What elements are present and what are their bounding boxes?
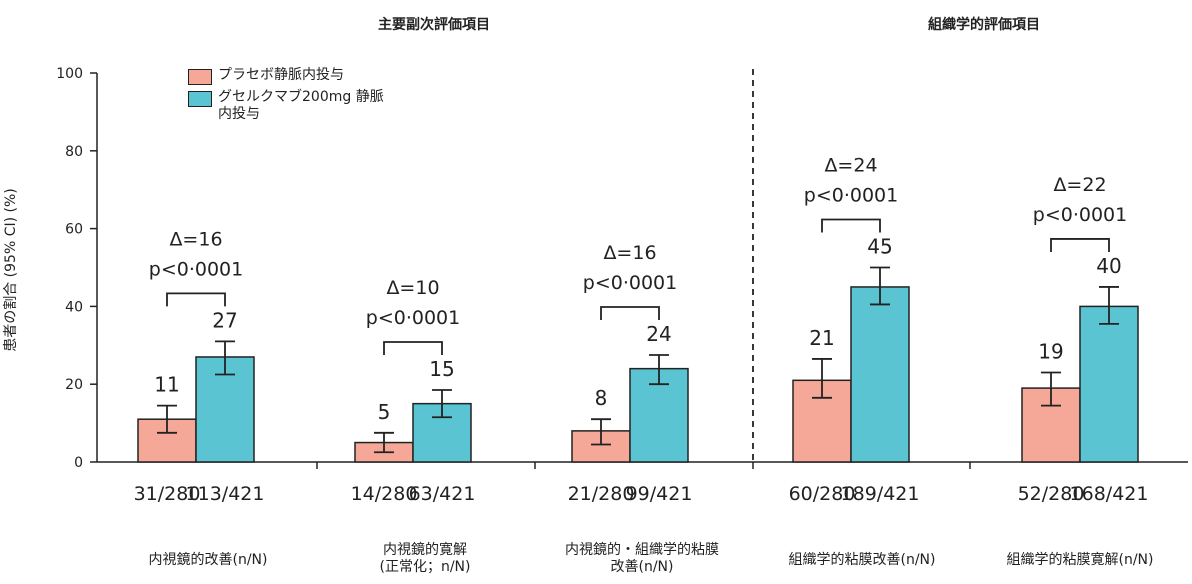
bar-guselkumab <box>1079 305 1139 463</box>
p-value-label: p<0·0001 <box>583 272 677 294</box>
y-tick-label: 60 <box>65 222 83 238</box>
bar-value-label: 27 <box>212 308 237 332</box>
count-label: 31/280 <box>134 483 201 505</box>
p-value-label: p<0·0001 <box>1033 204 1127 226</box>
bar-value-label: 19 <box>1038 340 1063 364</box>
legend-item-placebo: プラセボ静脈内投与 <box>188 67 384 85</box>
section-title-histologic: 組織学的評価項目 <box>928 17 1040 33</box>
count-label: 168/421 <box>1070 483 1149 505</box>
bar-value-label: 5 <box>378 400 391 424</box>
y-axis-label: 患者の割合 (95% CI) (%) <box>3 188 19 352</box>
bar-value-label: 8 <box>595 386 608 410</box>
y-axis-label-wrap: 患者の割合 (95% CI) (%) <box>3 188 30 352</box>
legend-swatch-placebo <box>188 69 212 85</box>
count-label: 60/280 <box>789 483 856 505</box>
category-label-histologic-remission: 組織学的粘膜寛解(n/N) <box>1006 552 1154 568</box>
bar-value-label: 45 <box>867 235 892 259</box>
category-label-histologic-improvement: 組織学的粘膜改善(n/N) <box>788 552 936 568</box>
bar-value-label: 40 <box>1096 254 1121 278</box>
delta-label: Δ=16 <box>603 242 656 264</box>
count-label: 99/421 <box>626 483 693 505</box>
y-tick-label: 40 <box>65 299 83 315</box>
delta-label: Δ=22 <box>1053 174 1106 196</box>
legend: プラセボ静脈内投与 グセルクマブ200mg 静脈 内投与 <box>188 67 384 127</box>
delta-label: Δ=16 <box>169 228 222 250</box>
legend-label-guselkumab: グセルクマブ200mg 静脈 内投与 <box>218 89 384 122</box>
legend-item-guselkumab: グセルクマブ200mg 静脈 内投与 <box>188 89 384 123</box>
p-value-label: p<0·0001 <box>804 185 898 207</box>
bar-value-label: 15 <box>429 357 454 381</box>
category-label-endo-histo-improvement: 内視鏡的・組織学的粘膜 改善(n/N) <box>565 542 719 575</box>
count-label: 189/421 <box>841 483 920 505</box>
delta-label: Δ=24 <box>824 155 877 177</box>
significance-bracket <box>166 292 226 307</box>
count-label: 52/280 <box>1018 483 1085 505</box>
significance-bracket <box>383 341 443 356</box>
bar-value-label: 11 <box>154 373 179 397</box>
y-tick-label: 20 <box>65 377 83 393</box>
legend-label-placebo: プラセボ静脈内投与 <box>218 67 344 83</box>
significance-bracket <box>600 306 660 321</box>
bar-value-label: 21 <box>809 326 834 350</box>
count-label: 63/421 <box>409 483 476 505</box>
p-value-label: p<0·0001 <box>149 258 243 280</box>
p-value-label: p<0·0001 <box>366 307 460 329</box>
section-title-secondary: 主要副次評価項目 <box>378 17 490 33</box>
y-tick-label: 0 <box>74 455 83 471</box>
y-tick-label: 100 <box>56 66 83 82</box>
category-label-endoscopic-improvement: 内視鏡的改善(n/N) <box>148 552 268 568</box>
significance-bracket <box>821 218 881 233</box>
delta-label: Δ=10 <box>386 277 439 299</box>
bar-guselkumab <box>850 286 910 463</box>
count-label: 14/280 <box>351 483 418 505</box>
count-label: 113/421 <box>186 483 265 505</box>
significance-bracket <box>1050 238 1110 252</box>
bar-value-label: 24 <box>646 322 671 346</box>
count-label: 21/280 <box>568 483 635 505</box>
category-label-endoscopic-remission: 内視鏡的寛解 (正常化；n/N) <box>379 542 471 575</box>
y-tick-label: 80 <box>65 144 83 160</box>
legend-swatch-guselkumab <box>188 91 212 107</box>
